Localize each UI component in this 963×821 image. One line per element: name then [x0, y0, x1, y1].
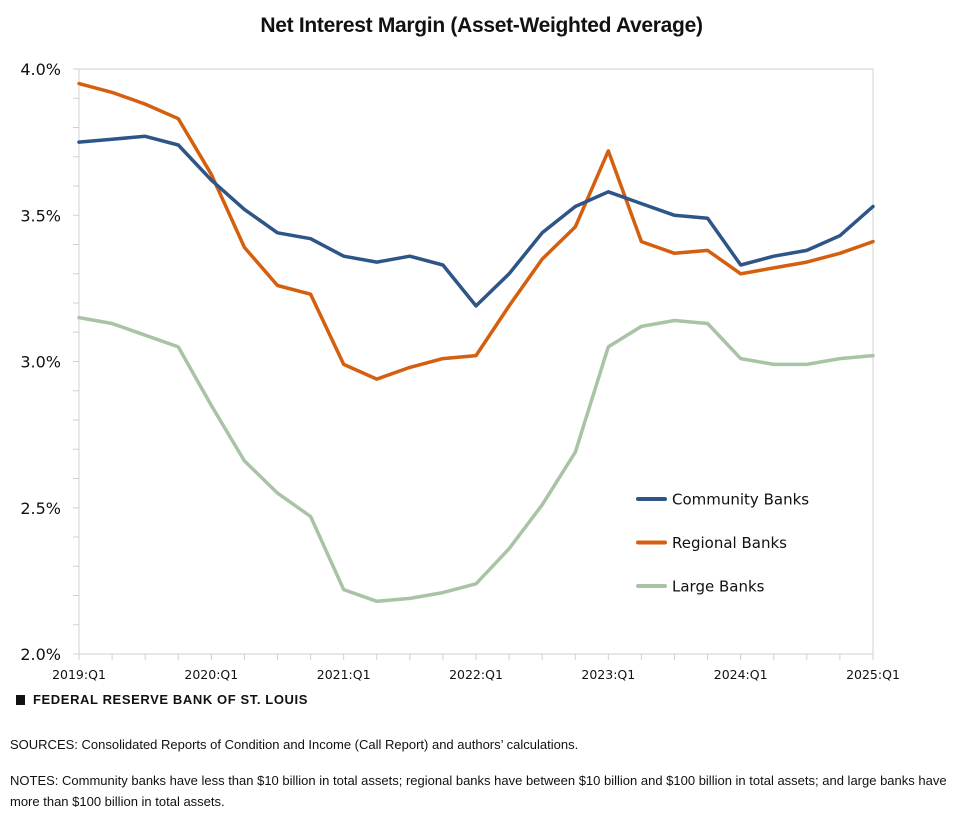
brand-square-icon: [16, 694, 25, 705]
line-chart: 2.0% 2.5% 3.0% 3.5% 4.0% 2019:Q1 2020:Q1 2021:…: [20, 60, 900, 682]
y-tick-label: 2.0%: [20, 645, 61, 664]
x-tick-label: 2021:Q1: [317, 667, 371, 682]
y-tick-label: 3.0%: [20, 353, 61, 372]
x-tick-label: 2022:Q1: [449, 667, 503, 682]
large-banks-line: [77, 315, 875, 604]
regional-banks-line: [77, 81, 875, 381]
sources-note: SOURCES: Consolidated Reports of Conditi…: [10, 737, 579, 752]
x-tick-label: 2025:Q1: [846, 667, 900, 682]
x-tick-label: 2023:Q1: [581, 667, 635, 682]
x-axis-ticks: 2019:Q1 2020:Q1 2021:Q1 2022:Q1 2023:Q1 2024:…: [52, 667, 900, 682]
brand-name: FEDERAL RESERVE BANK OF ST. LOUIS: [33, 692, 309, 707]
brand-footer: FEDERAL RESERVE BANK OF ST. LOUIS: [16, 692, 308, 707]
x-tick-label: 2019:Q1: [52, 667, 106, 682]
y-tick-label: 2.5%: [20, 499, 61, 518]
x-tick-label: 2024:Q1: [714, 667, 768, 682]
y-tick-label: 3.5%: [20, 206, 61, 225]
legend-label-regional-banks: Regional Banks: [672, 534, 787, 552]
notes-text: NOTES: Community banks have less than $1…: [10, 773, 947, 809]
legend: Community Banks Regional Banks Large Banks: [636, 491, 809, 596]
chart-title: Net Interest Margin (Asset-Weighted Aver…: [260, 14, 703, 37]
y-axis-ticks: 2.0% 2.5% 3.0% 3.5% 4.0%: [20, 60, 61, 664]
series-lines: [77, 81, 875, 604]
axes: [73, 68, 874, 660]
community-banks-line: [77, 134, 875, 308]
legend-label-large-banks: Large Banks: [672, 578, 765, 596]
legend-label-community-banks: Community Banks: [672, 491, 809, 509]
x-tick-label: 2020:Q1: [184, 667, 238, 682]
y-tick-label: 4.0%: [20, 60, 61, 79]
